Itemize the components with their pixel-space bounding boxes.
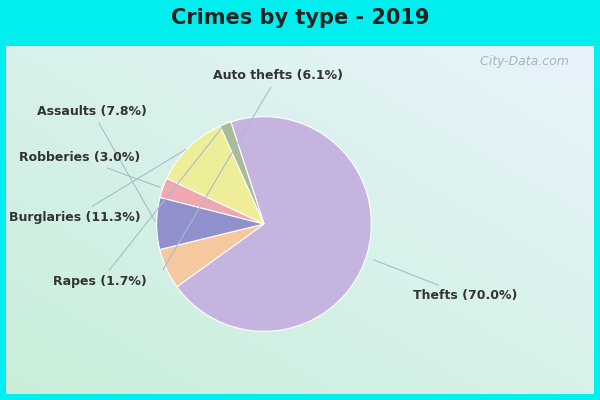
Text: Robberies (3.0%): Robberies (3.0%)	[19, 152, 160, 187]
Wedge shape	[220, 122, 264, 224]
Wedge shape	[177, 117, 371, 331]
Text: Crimes by type - 2019: Crimes by type - 2019	[171, 8, 429, 28]
Text: Thefts (70.0%): Thefts (70.0%)	[374, 260, 517, 302]
Text: Auto thefts (6.1%): Auto thefts (6.1%)	[163, 69, 343, 269]
Text: City-Data.com: City-Data.com	[476, 56, 568, 68]
Wedge shape	[157, 198, 264, 250]
Text: Assaults (7.8%): Assaults (7.8%)	[37, 105, 155, 222]
Wedge shape	[167, 126, 264, 224]
Wedge shape	[160, 178, 264, 224]
Text: Rapes (1.7%): Rapes (1.7%)	[53, 126, 223, 288]
Text: Burglaries (11.3%): Burglaries (11.3%)	[8, 149, 186, 224]
Wedge shape	[160, 224, 264, 287]
